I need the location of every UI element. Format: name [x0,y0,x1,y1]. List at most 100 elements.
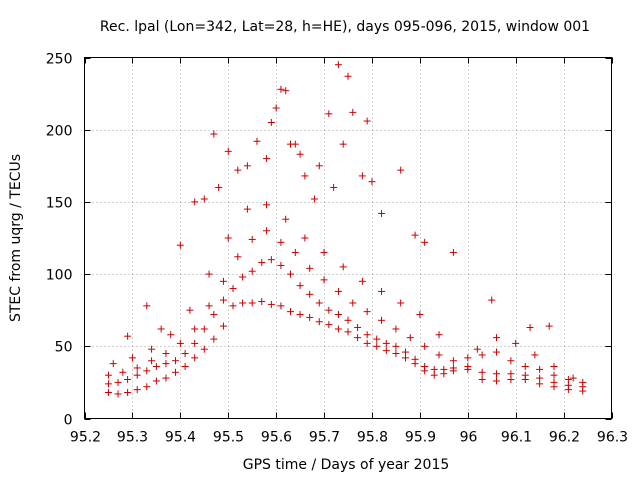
data-point [267,256,275,264]
data-point [493,370,501,378]
data-point [114,378,122,386]
data-point [421,238,429,246]
data-point [536,374,544,382]
data-point [550,363,558,371]
data-point [411,355,419,363]
data-point [382,339,390,347]
data-point [143,302,151,310]
data-point [310,195,318,203]
data-point [306,313,314,321]
data-point [124,332,132,340]
data-point [176,339,184,347]
data-point [545,322,553,330]
data-point [224,147,232,155]
data-point [229,302,237,310]
data-point [306,264,314,272]
data-point [263,201,271,209]
data-point [521,363,529,371]
x-tick-label: 96 [460,430,478,446]
data-point [277,238,285,246]
x-tick-label: 96.3 [597,430,628,446]
data-point [358,277,366,285]
data-point [488,296,496,304]
data-point [349,299,357,307]
data-point [440,365,448,373]
data-point [507,357,515,365]
data-point [334,287,342,295]
data-point [263,155,271,163]
data-point [325,110,333,118]
data-point [449,248,457,256]
data-point [435,351,443,359]
data-point [104,371,112,379]
data-point [493,348,501,356]
data-point [133,386,141,394]
data-point [320,248,328,256]
data-point [191,339,199,347]
data-point [296,282,304,290]
data-point [507,370,515,378]
y-tick-label: 100 [46,268,73,284]
data-point [210,130,218,138]
data-point [579,378,587,386]
data-point [243,162,251,170]
data-point [282,87,290,95]
grid [84,57,612,419]
data-point [239,273,247,281]
data-point [325,306,333,314]
data-point [229,285,237,293]
data-point [334,61,342,69]
data-point [181,363,189,371]
data-point [493,334,501,342]
data-point [124,376,132,384]
data-point [258,259,266,267]
data-point [421,342,429,350]
data-point [191,325,199,333]
data-point [219,296,227,304]
data-point [287,270,295,278]
x-tick-label: 95.4 [165,430,196,446]
data-point [239,299,247,307]
data-point [358,172,366,180]
data-point [320,276,328,284]
data-point [219,277,227,285]
y-tick-label: 200 [46,124,73,140]
data-point [401,348,409,356]
data-point [392,342,400,350]
data-point [248,299,256,307]
data-point [334,311,342,319]
data-point [205,302,213,310]
data-point [267,300,275,308]
data-point [167,331,175,339]
data-point [148,357,156,365]
data-point [344,72,352,80]
data-point [373,342,381,350]
data-point [157,325,165,333]
data-point [478,376,486,384]
x-tick-label: 95.9 [405,430,436,446]
data-point [339,140,347,148]
data-point [363,339,371,347]
data-point [272,104,280,112]
data-point [382,347,390,355]
data-point [526,324,534,332]
data-point [210,311,218,319]
data-point [248,267,256,275]
data-point [133,364,141,372]
data-point [243,205,251,213]
data-point [258,298,266,306]
data-point [363,331,371,339]
data-point [354,334,362,342]
y-tick-label: 50 [55,340,73,356]
data-point [267,118,275,126]
data-point [277,261,285,269]
data-point [215,183,223,191]
data-point [162,350,170,358]
data-point [435,331,443,339]
data-point [421,363,429,371]
data-point [191,354,199,362]
data-point [315,318,323,326]
data-point [464,363,472,371]
data-point [349,108,357,116]
